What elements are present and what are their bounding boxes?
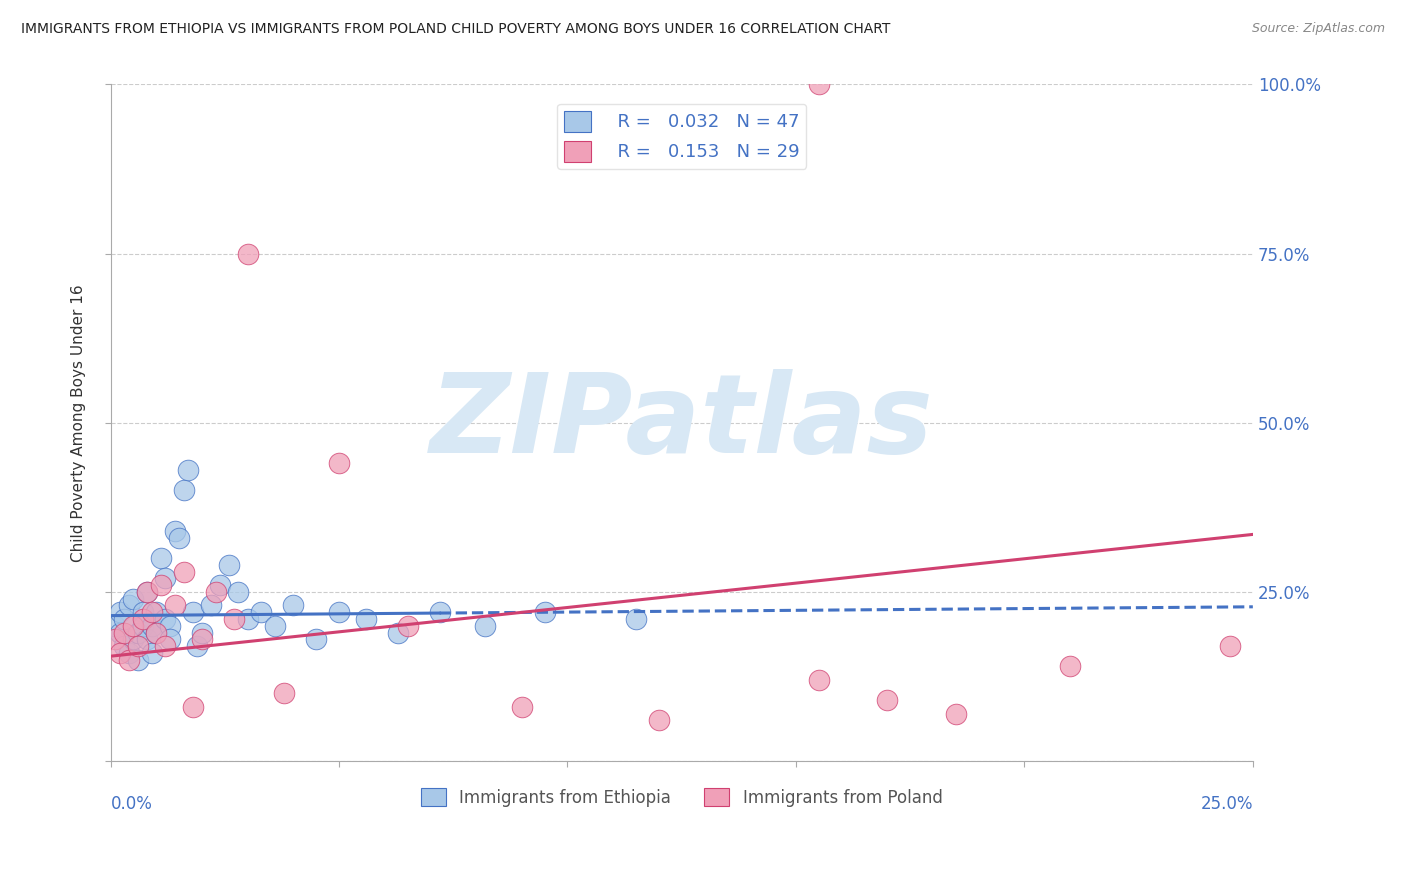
Point (533, 605, 555, 619)
Point (112, 612, 135, 626)
Point (159, 632, 181, 647)
Point (474, 619, 496, 633)
Point (807, 673, 830, 687)
Point (250, 605, 273, 619)
Point (396, 619, 419, 633)
Point (108, 625, 131, 640)
Text: IMMIGRANTS FROM ETHIOPIA VS IMMIGRANTS FROM POLAND CHILD POVERTY AMONG BOYS UNDE: IMMIGRANTS FROM ETHIOPIA VS IMMIGRANTS F… (21, 22, 890, 37)
Text: 25.0%: 25.0% (1201, 795, 1253, 813)
Y-axis label: Child Poverty Among Boys Under 16: Child Poverty Among Boys Under 16 (72, 284, 86, 562)
Point (112, 625, 135, 640)
Text: 0.0%: 0.0% (111, 795, 152, 813)
Point (141, 619, 163, 633)
Point (236, 612, 259, 626)
Point (155, 612, 177, 626)
Point (141, 605, 163, 619)
Point (186, 639, 208, 653)
Point (209, 578, 232, 592)
Point (118, 646, 141, 660)
Point (429, 605, 451, 619)
Point (155, 571, 177, 585)
Point (204, 585, 226, 599)
Point (191, 625, 214, 640)
Point (163, 599, 186, 613)
Point (1059, 659, 1081, 673)
Point (127, 652, 149, 666)
Point (108, 646, 131, 660)
Point (131, 605, 153, 619)
Point (945, 706, 967, 721)
Point (305, 632, 328, 647)
Point (163, 524, 186, 538)
Point (648, 714, 671, 728)
Point (141, 646, 163, 660)
Point (173, 565, 195, 579)
Text: Source: ZipAtlas.com: Source: ZipAtlas.com (1251, 22, 1385, 36)
Point (191, 632, 214, 647)
Point (104, 632, 127, 647)
Point (177, 463, 200, 477)
Point (236, 246, 259, 260)
Point (387, 625, 409, 640)
Legend: Immigrants from Ethiopia, Immigrants from Poland: Immigrants from Ethiopia, Immigrants fro… (415, 781, 949, 814)
Point (149, 578, 172, 592)
Point (155, 639, 177, 653)
Point (122, 632, 145, 647)
Point (118, 599, 141, 613)
Point (136, 632, 159, 647)
Point (228, 585, 250, 599)
Point (1219, 639, 1241, 653)
Point (108, 605, 131, 619)
Point (127, 639, 149, 653)
Point (222, 612, 245, 626)
Point (145, 625, 167, 640)
Point (122, 591, 145, 606)
Point (145, 605, 167, 619)
Point (218, 558, 240, 572)
Text: ZIPatlas: ZIPatlas (430, 369, 934, 476)
Point (131, 612, 153, 626)
Point (181, 700, 204, 714)
Point (159, 619, 181, 633)
Point (122, 619, 145, 633)
Point (181, 605, 204, 619)
Point (118, 652, 141, 666)
Point (328, 605, 350, 619)
Point (136, 585, 159, 599)
Point (173, 483, 195, 498)
Point (136, 585, 159, 599)
Point (624, 612, 647, 626)
Point (273, 686, 295, 700)
Point (104, 619, 127, 633)
Point (167, 531, 190, 545)
Point (131, 619, 153, 633)
Point (127, 625, 149, 640)
Point (112, 639, 135, 653)
Point (876, 693, 898, 707)
Point (145, 625, 167, 640)
Point (264, 619, 287, 633)
Point (200, 599, 222, 613)
Point (328, 456, 350, 470)
Point (149, 551, 172, 566)
Point (356, 612, 378, 626)
Point (510, 700, 533, 714)
Point (283, 599, 305, 613)
Point (807, 78, 830, 92)
